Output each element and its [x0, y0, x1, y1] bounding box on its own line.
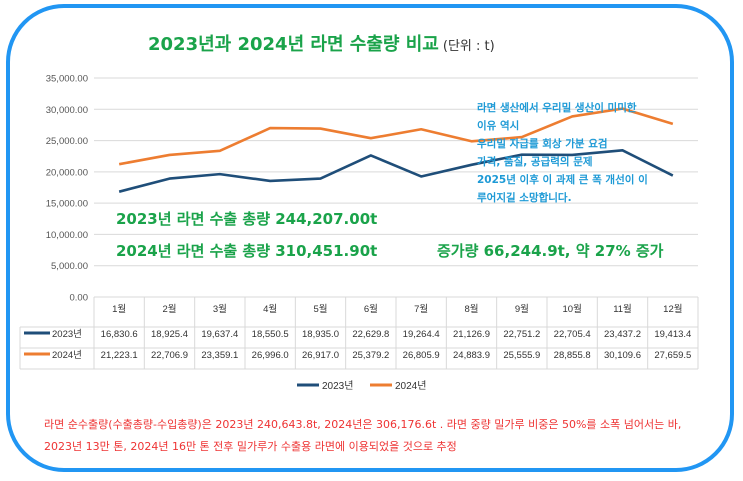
data-value: 24,883.9: [453, 350, 490, 361]
series-line-2023: [118, 149, 674, 193]
annotation-line: 2025년 이후 이 과제 큰 폭 개선이 이: [477, 174, 648, 186]
data-value: 18,925.4: [151, 329, 188, 340]
data-value: 21,223.1: [101, 350, 138, 361]
series-line-2024: [118, 107, 674, 166]
annotation-box: 라면 생산에서 우리밀 생산이 미미한 이유 역시 우리밀 자급를 회상 가분 …: [477, 99, 713, 207]
annotation-line: 우리밀 자급를 회상 가분 요검: [477, 138, 608, 150]
data-value: 27,659.5: [654, 350, 691, 361]
data-value: 25,555.9: [503, 350, 540, 361]
rounded-frame: [6, 4, 734, 472]
title-main: 2023년과 2024년 라면 수출량 비교: [148, 34, 439, 55]
data-value: 28,855.8: [554, 350, 591, 361]
category-label: 5월: [313, 303, 327, 315]
data-value: 26,805.9: [403, 350, 440, 361]
title-unit: (단위 : t): [442, 39, 495, 54]
data-value: 22,705.4: [554, 329, 591, 340]
data-value: 16,830.6: [101, 329, 138, 340]
legend-label: 2024년: [395, 380, 426, 392]
category-label: 7월: [414, 303, 428, 315]
y-tick-label: 20,000.00: [46, 167, 88, 178]
data-value: 18,935.0: [302, 329, 339, 340]
chart-title: 2023년과 2024년 라면 수출량 비교 (단위 : t): [148, 30, 495, 56]
data-value: 25,379.2: [352, 350, 389, 361]
data-value: 19,413.4: [654, 329, 691, 340]
legend-label: 2023년: [322, 380, 353, 392]
footnote: 라면 순수출량(수출총량-수입총량)은 2023년 240,643.8t, 20…: [44, 418, 682, 453]
data-value: 26,917.0: [302, 350, 339, 361]
total-2024: 2024년 라면 수출 총량 310,451.90t: [116, 242, 378, 260]
annotation-line: 루어지길 소망합니다.: [477, 192, 572, 204]
category-label: 6월: [364, 303, 378, 315]
category-label: 8월: [464, 303, 478, 315]
data-value: 26,996.0: [252, 350, 289, 361]
data-value: 18,550.5: [252, 329, 289, 340]
y-tick-label: 10,000.00: [46, 230, 88, 241]
y-tick-label: 30,000.00: [46, 105, 88, 116]
data-value: 23,359.1: [201, 350, 238, 361]
series-label: 2023년: [52, 329, 82, 340]
data-value: 30,109.6: [604, 350, 641, 361]
total-2023: 2023년 라면 수출 총량 244,207.00t: [116, 210, 378, 228]
y-tick-label: 25,000.00: [46, 136, 88, 147]
data-value: 23,437.2: [604, 329, 641, 340]
category-label: 2월: [162, 303, 176, 315]
increase-text: 증가량 66,244.9t, 약 27% 증가: [437, 242, 664, 260]
annotation-line: 라면 생산에서 우리밀 생산이 미미한: [477, 102, 637, 114]
annotation-line: 이유 역시: [477, 120, 520, 132]
category-label: 3월: [213, 303, 227, 315]
data-value: 19,637.4: [201, 329, 238, 340]
category-label: 4월: [263, 303, 277, 315]
data-value: 22,629.8: [352, 329, 389, 340]
series-label: 2024년: [52, 350, 82, 361]
y-tick-label: 0.00: [70, 293, 89, 304]
category-label: 1월: [112, 303, 126, 315]
category-label: 11월: [613, 303, 632, 315]
y-tick-label: 15,000.00: [46, 199, 88, 210]
data-value: 21,126.9: [453, 329, 490, 340]
category-label: 9월: [515, 303, 529, 315]
y-tick-label: 5,000.00: [51, 261, 88, 272]
data-value: 22,706.9: [151, 350, 188, 361]
annotation-line: 가격, 품질, 공급력의 문제: [477, 156, 593, 168]
data-value: 19,264.4: [403, 329, 440, 340]
category-label: 12월: [663, 303, 682, 315]
y-tick-label: 35,000.00: [46, 74, 88, 85]
category-label: 10월: [563, 303, 582, 315]
data-value: 22,751.2: [503, 329, 540, 340]
